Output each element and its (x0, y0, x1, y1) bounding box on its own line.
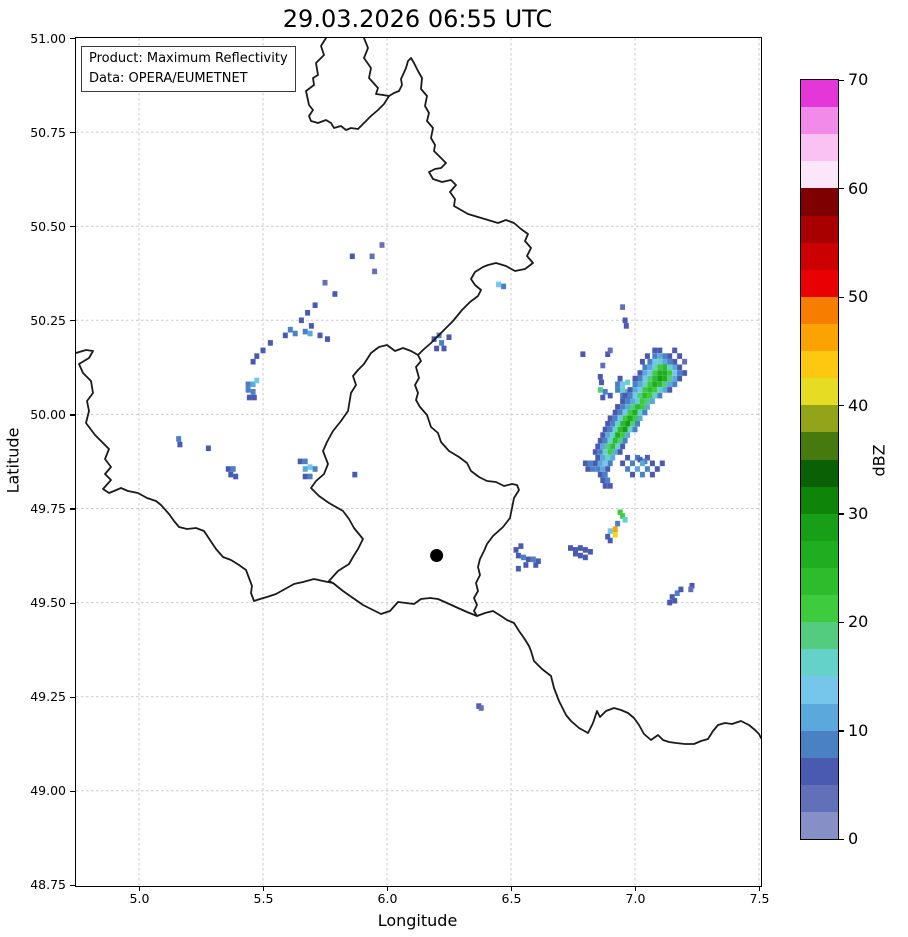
x-axis-label: Longitude (377, 911, 458, 930)
colorbar-tick-mark (839, 79, 844, 81)
y-tick-label: 49.25 (30, 689, 66, 705)
x-tick-mark (758, 886, 761, 891)
colorbar-segment (801, 323, 838, 352)
colorbar-tick-mark (839, 838, 844, 840)
y-tick-label: 49.00 (30, 783, 66, 799)
x-tick-label: 5.0 (129, 891, 150, 906)
country-border (363, 38, 390, 97)
x-tick-label: 5.5 (253, 891, 274, 906)
colorbar-segment (801, 595, 838, 623)
x-tick-mark (386, 886, 389, 891)
country-border (305, 38, 534, 356)
figure-title: 29.03.2026 06:55 UTC (282, 5, 553, 33)
y-tick-label: 49.75 (30, 501, 66, 516)
colorbar-segment (801, 540, 838, 568)
y-tick-label: 48.75 (30, 877, 66, 893)
y-tick-mark (70, 320, 75, 322)
colorbar-segment (801, 757, 838, 785)
colorbar-segment (801, 161, 838, 189)
colorbar-tick-mark (839, 730, 844, 732)
y-tick-mark (70, 226, 75, 228)
colorbar-tick-label: 60 (848, 178, 869, 198)
radar-echo-cells (176, 242, 695, 711)
colorbar-segment (801, 107, 838, 135)
colorbar-tick-label: 70 (848, 70, 869, 90)
colorbar-segment (801, 351, 838, 379)
y-axis-label: Latitude (3, 427, 23, 493)
y-tick-mark (70, 37, 75, 40)
annotation-box: Product: Maximum Reflectivity Data: OPER… (81, 46, 296, 92)
y-tick-mark (70, 884, 75, 887)
colorbar-segment (801, 459, 838, 487)
product-label: Product: Maximum Reflectivity (89, 51, 288, 66)
colorbar-segment (801, 784, 838, 812)
colorbar-segment (801, 296, 838, 324)
x-tick-mark (510, 886, 513, 891)
country-border (414, 354, 520, 617)
colorbar-tick-label: 10 (848, 720, 869, 740)
map-plot-area: Product: Maximum Reflectivity Data: OPER… (75, 37, 762, 887)
colorbar-tick-label: 20 (848, 612, 869, 632)
x-tick-label: 6.0 (377, 891, 398, 906)
y-tick-label: 50.50 (30, 218, 66, 234)
data-source-label: Data: OPERA/EUMETNET (89, 70, 248, 86)
colorbar-segment (801, 80, 838, 108)
y-tick-label: 49.50 (30, 595, 66, 611)
y-tick-label: 50.75 (30, 124, 66, 140)
radar-map-svg (76, 38, 761, 886)
colorbar-tick-mark (839, 188, 844, 190)
radar-site-marker (430, 549, 444, 562)
x-tick-mark (138, 886, 141, 891)
x-tick-mark (634, 886, 637, 891)
y-tick-mark (70, 602, 75, 604)
colorbar-tick-mark (839, 404, 844, 407)
colorbar-segment (801, 703, 838, 731)
colorbar-tick-mark (839, 296, 844, 298)
colorbar-segment (801, 486, 838, 514)
colorbar-segment (801, 567, 838, 596)
colorbar-tick-label: 50 (848, 287, 869, 307)
colorbar-segment (801, 676, 838, 704)
colorbar-segment (801, 134, 838, 162)
colorbar-segment (801, 432, 838, 460)
colorbar-tick-mark (839, 513, 844, 515)
colorbar-segment (801, 269, 838, 297)
country-border (310, 344, 419, 584)
colorbar-segment (801, 242, 838, 270)
y-tick-label: 51.00 (30, 30, 66, 46)
y-tick-mark (70, 414, 75, 416)
country-border (76, 349, 761, 745)
y-tick-mark (70, 132, 75, 134)
colorbar (800, 79, 839, 840)
colorbar-segment (801, 378, 838, 406)
colorbar-segment (801, 188, 838, 216)
y-tick-mark (70, 508, 75, 510)
colorbar-axis-label: dBZ (869, 443, 889, 477)
x-tick-label: 6.5 (501, 891, 522, 906)
y-tick-label: 50.00 (30, 406, 66, 422)
colorbar-tick-label: 0 (848, 829, 859, 849)
x-tick-mark (262, 886, 265, 891)
x-tick-label: 7.0 (625, 891, 646, 906)
colorbar-segment (801, 622, 838, 650)
colorbar-segment (801, 513, 838, 541)
colorbar-tick-mark (839, 621, 844, 624)
colorbar-segment (801, 649, 838, 677)
y-tick-label: 50.25 (30, 312, 66, 328)
colorbar-segment (801, 405, 838, 433)
x-tick-label: 7.5 (749, 891, 770, 906)
colorbar-tick-label: 40 (848, 395, 869, 415)
colorbar-segment (801, 730, 838, 758)
colorbar-tick-label: 30 (848, 504, 869, 523)
y-tick-mark (70, 696, 75, 698)
colorbar-segment (801, 811, 838, 840)
y-tick-mark (70, 790, 75, 792)
colorbar-segment (801, 215, 838, 243)
